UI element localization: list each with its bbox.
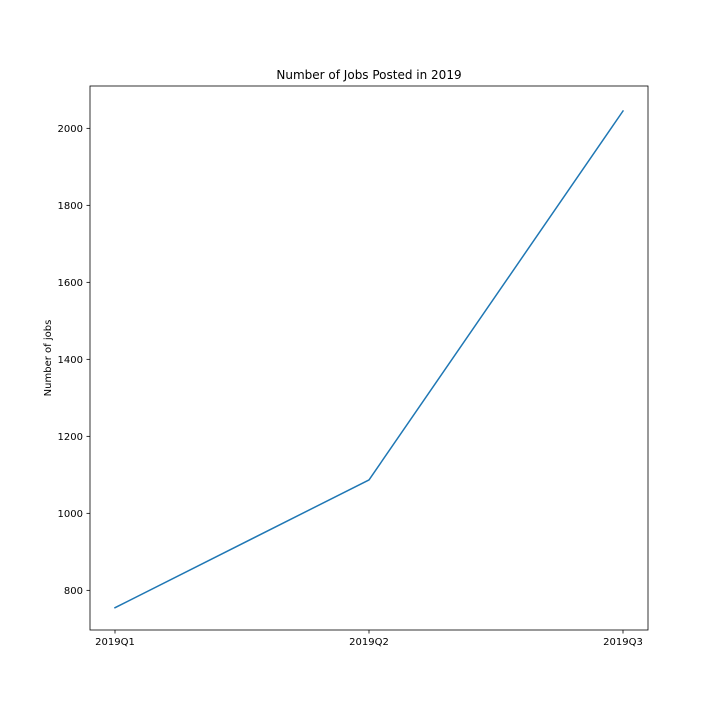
y-tick-label: 1200 <box>58 432 83 443</box>
series-line <box>113 109 625 609</box>
y-axis-ticks: 800 1000 1200 1400 1600 1800 2000 <box>58 124 90 597</box>
x-tick-label: 2019Q3 <box>603 637 643 648</box>
series-layer <box>113 109 625 609</box>
y-tick-label: 800 <box>64 586 83 597</box>
x-tick-label: 2019Q2 <box>349 637 389 648</box>
y-axis-label: Number of jobs <box>43 320 54 397</box>
chart-title: Number of Jobs Posted in 2019 <box>276 68 461 82</box>
x-tick-label: 2019Q1 <box>95 637 135 648</box>
y-tick-label: 1400 <box>58 355 83 366</box>
y-tick-label: 1600 <box>58 278 83 289</box>
y-tick-label: 1800 <box>58 201 83 212</box>
x-axis-ticks: 2019Q1 2019Q2 2019Q3 <box>95 630 643 648</box>
y-tick-label: 2000 <box>58 124 83 135</box>
y-tick-label: 1000 <box>58 509 83 520</box>
plot-area-frame <box>89 85 649 631</box>
